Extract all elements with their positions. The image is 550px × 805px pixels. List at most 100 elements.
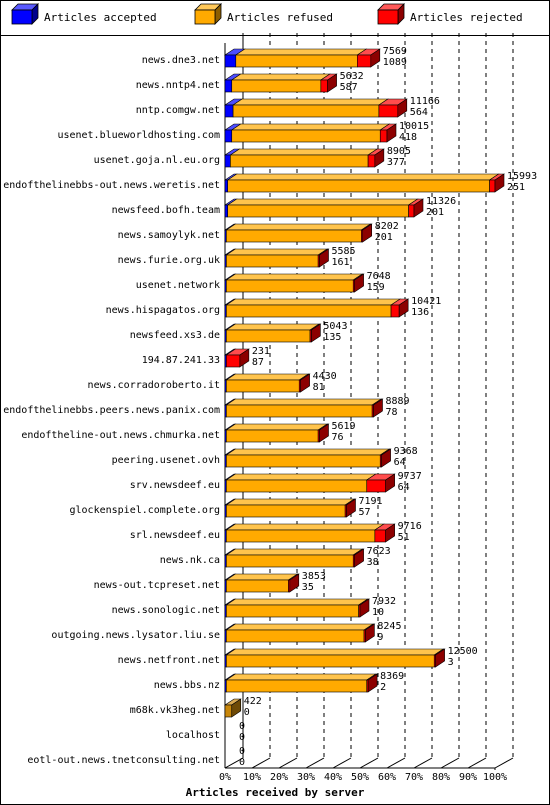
bar-5-2	[489, 179, 496, 193]
server-label-21: news-out.tcpreset.net	[94, 580, 220, 591]
bar-row-23	[224, 623, 376, 643]
bar-row-7	[224, 223, 373, 243]
server-label-1: news.nntp4.net	[136, 80, 220, 91]
floor-line-9	[467, 757, 487, 769]
legend-label-1: Articles refused	[227, 11, 333, 24]
server-label-10: news.hispagatos.org	[106, 305, 220, 316]
server-label-4: usenet.goja.nl.eu.org	[94, 155, 220, 166]
bar-11-1	[226, 329, 311, 343]
value-total-13: 4430	[313, 371, 337, 382]
value-rejected-11: 135	[323, 332, 341, 343]
bar-side-26	[231, 698, 242, 718]
value-total-4: 8905	[387, 146, 411, 157]
bar-5-1	[227, 179, 490, 193]
server-label-7: news.samoylyk.net	[118, 230, 220, 241]
legend-swatch-2	[377, 9, 399, 25]
legend-swatch-1	[194, 9, 216, 25]
x-tick-label-9: 90%	[459, 772, 477, 783]
bar-side-10	[398, 298, 409, 318]
bar-6-0	[224, 204, 228, 218]
bar-22-1	[226, 604, 359, 618]
bar-top-19-1	[225, 523, 385, 531]
bar-top-22-1	[225, 598, 369, 606]
server-label-22: news.sonologic.net	[112, 605, 220, 616]
bar-side-18	[346, 498, 356, 518]
bar-5-0	[224, 179, 228, 193]
server-label-23: outgoing.news.lysator.liu.se	[51, 630, 220, 641]
bar-top-0-1	[234, 48, 368, 56]
value-rejected-9: 159	[367, 282, 385, 293]
value-total-11: 5043	[323, 321, 347, 332]
bar-top-24-1	[225, 648, 445, 656]
value-rejected-10: 136	[411, 307, 429, 318]
bar-row-25	[224, 673, 379, 693]
bar-side-19	[385, 523, 395, 543]
bar-row-17	[224, 473, 396, 493]
bar-row-24	[224, 648, 446, 668]
bar-side-21	[289, 573, 300, 593]
value-total-0: 7569	[383, 46, 407, 57]
bar-2-2	[378, 104, 399, 118]
bar-2-0	[224, 104, 234, 118]
bars	[224, 48, 505, 718]
value-total-26: 422	[244, 696, 262, 707]
bar-top-1-1	[230, 73, 331, 81]
bar-side-20	[354, 548, 364, 568]
bar-side-16	[381, 448, 391, 468]
x-tick-label-10: 100%	[483, 772, 507, 783]
server-label-8: news.furie.org.uk	[118, 255, 220, 266]
bar-side-17	[385, 473, 395, 493]
server-label-2: nntp.comgw.net	[136, 105, 220, 116]
bar-row-21	[224, 573, 300, 593]
bar-side-22	[359, 598, 370, 618]
bar-10-1	[226, 304, 392, 318]
bar-row-22	[224, 598, 370, 618]
x-tick-label-2: 20%	[270, 772, 288, 783]
bar-top-8-1	[225, 248, 329, 256]
legend: Articles accepted Articles refused Article…	[11, 3, 523, 25]
value-rejected-28: 0	[239, 757, 245, 768]
bar-top-25-1	[225, 673, 377, 681]
bar-6-1	[227, 204, 409, 218]
value-total-24: 12500	[448, 646, 478, 657]
bar-8-1	[226, 254, 319, 268]
value-rejected-5: 251	[507, 182, 525, 193]
value-total-27: 0	[239, 721, 245, 732]
bar-10-2	[390, 304, 400, 318]
bar-top-7-1	[225, 223, 372, 231]
bar-20-1	[226, 554, 354, 568]
bar-19-2	[374, 529, 386, 543]
bar-24-1	[226, 654, 435, 668]
bar-top-21-1	[225, 573, 299, 581]
x-tick-label-5: 50%	[351, 772, 369, 783]
floor-line-2	[278, 757, 298, 769]
x-tick-label-6: 60%	[378, 772, 396, 783]
bar-4-1	[230, 154, 369, 168]
value-rejected-14: 78	[386, 407, 398, 418]
value-rejected-24: 3	[448, 657, 454, 668]
value-total-14: 8889	[386, 396, 410, 407]
server-label-16: peering.usenet.ovh	[112, 455, 220, 466]
x-axis: 0% 10% 20% 30% 40% 50% 60% 70% 80% 90% 100%	[219, 772, 507, 783]
bar-top-11-1	[225, 323, 321, 331]
bar-side-0	[370, 48, 381, 68]
value-rejected-8: 161	[332, 257, 350, 268]
value-rejected-20: 38	[367, 557, 379, 568]
value-rejected-15: 76	[332, 432, 344, 443]
server-label-11: newsfeed.xs3.de	[130, 330, 220, 341]
value-rejected-19: 51	[398, 532, 410, 543]
bar-row-9	[224, 273, 365, 293]
bar-top-3-1	[230, 123, 391, 131]
bar-top-6-1	[226, 198, 419, 206]
bar-7-1	[226, 229, 362, 243]
value-total-12: 231	[252, 346, 270, 357]
value-total-3: 10015	[399, 121, 429, 132]
bar-3-2	[379, 129, 388, 143]
bar-16-1	[226, 454, 381, 468]
value-total-20: 7623	[367, 546, 391, 557]
bar-row-18	[224, 498, 357, 518]
floor-line-7	[413, 757, 433, 769]
value-rejected-23: 9	[377, 632, 383, 643]
floor-line-0	[224, 757, 244, 769]
floor-line-4	[332, 757, 352, 769]
